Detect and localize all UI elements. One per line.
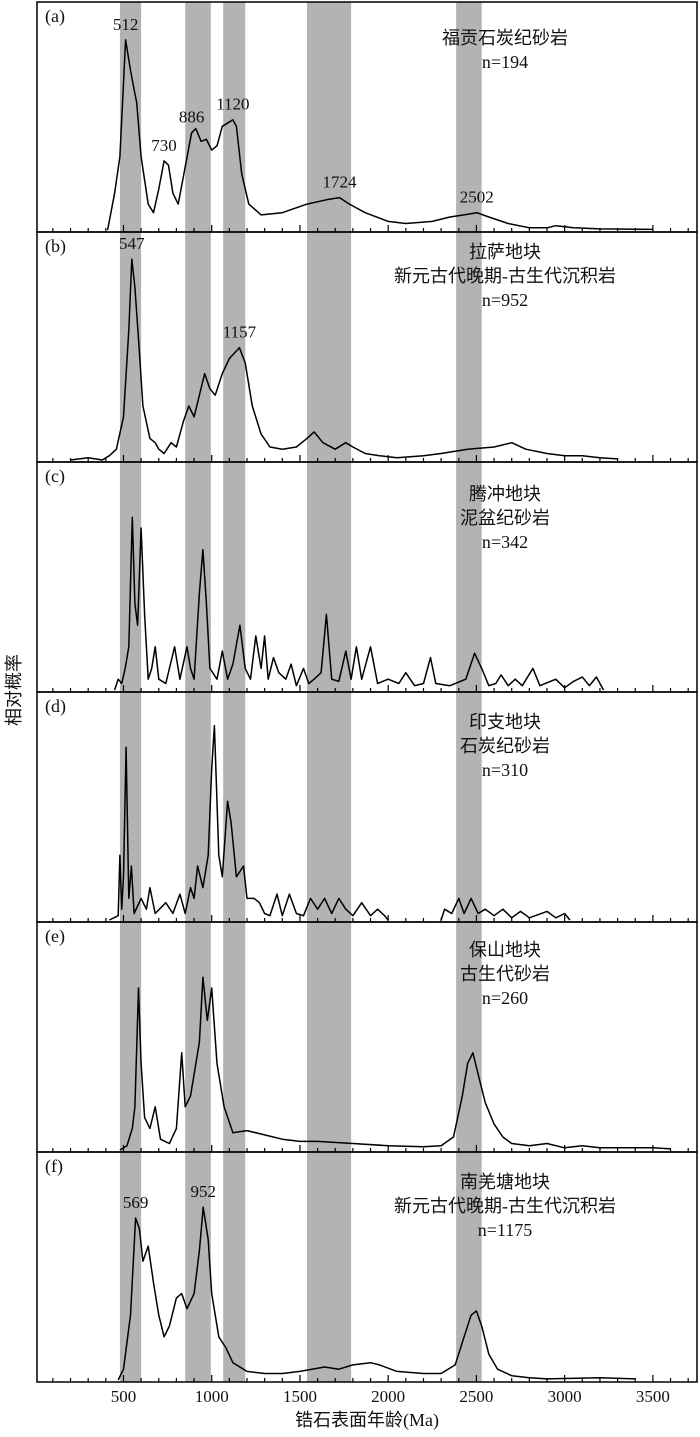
panel-title: 泥盆纪砂岩 bbox=[460, 508, 550, 528]
panel-label: (d) bbox=[45, 696, 66, 717]
y-axis-label: 相对概率 bbox=[4, 654, 24, 726]
x-tick-label: 1500 bbox=[283, 1387, 317, 1406]
panel-title: 南羌塘地块 bbox=[460, 1172, 550, 1192]
x-tick-label: 3000 bbox=[548, 1387, 582, 1406]
x-axis-label: 锆石表面年龄(Ma) bbox=[295, 1410, 439, 1431]
panel-title: n=260 bbox=[482, 988, 528, 1008]
panel-title: 印支地块 bbox=[469, 712, 541, 732]
peak-label: 1120 bbox=[216, 95, 249, 114]
x-tick-label: 1000 bbox=[195, 1387, 229, 1406]
x-tick-label: 500 bbox=[111, 1387, 137, 1406]
panel-label: (b) bbox=[45, 236, 66, 257]
panel-title: 古生代砂岩 bbox=[460, 964, 550, 984]
peak-label: 886 bbox=[179, 108, 205, 127]
panel-label: (a) bbox=[45, 6, 65, 27]
age-curve bbox=[109, 724, 571, 921]
panel-title: 新元古代晚期-古生代沉积岩 bbox=[394, 1196, 616, 1216]
peak-label: 730 bbox=[151, 136, 177, 155]
x-tick-label: 2000 bbox=[371, 1387, 405, 1406]
panel-title: 福贡石炭纪砂岩 bbox=[442, 28, 568, 48]
age-curve bbox=[117, 1206, 636, 1381]
peak-label: 569 bbox=[123, 1193, 149, 1212]
age-curve bbox=[106, 39, 653, 231]
age-curve bbox=[113, 516, 605, 691]
panel-title: 新元古代晚期-古生代沉积岩 bbox=[394, 266, 616, 286]
panel-title: 腾冲地块 bbox=[469, 484, 541, 504]
panel-title: 拉萨地块 bbox=[469, 242, 541, 262]
peak-label: 512 bbox=[113, 15, 139, 34]
panel-title: n=194 bbox=[482, 52, 528, 72]
peak-label: 1157 bbox=[223, 323, 257, 342]
panel-title: n=342 bbox=[482, 532, 528, 552]
panel-label: (e) bbox=[45, 926, 65, 947]
panel-title: n=952 bbox=[482, 290, 528, 310]
age-curve bbox=[70, 258, 618, 461]
panel-title: n=310 bbox=[482, 760, 528, 780]
peak-label: 1724 bbox=[322, 173, 357, 192]
x-tick-label: 3500 bbox=[636, 1387, 670, 1406]
x-tick-label: 2500 bbox=[459, 1387, 493, 1406]
panel-title: 石炭纪砂岩 bbox=[460, 736, 550, 756]
peak-label: 547 bbox=[119, 234, 145, 253]
peak-label: 2502 bbox=[460, 188, 494, 207]
panel-title: n=1175 bbox=[478, 1220, 532, 1240]
panel-title: 保山地块 bbox=[469, 940, 541, 960]
panel-label: (c) bbox=[45, 466, 65, 487]
age-curve bbox=[119, 976, 671, 1151]
panel-label: (f) bbox=[45, 1156, 63, 1177]
panel-frame bbox=[36, 1151, 698, 1383]
peak-label: 952 bbox=[190, 1182, 216, 1201]
